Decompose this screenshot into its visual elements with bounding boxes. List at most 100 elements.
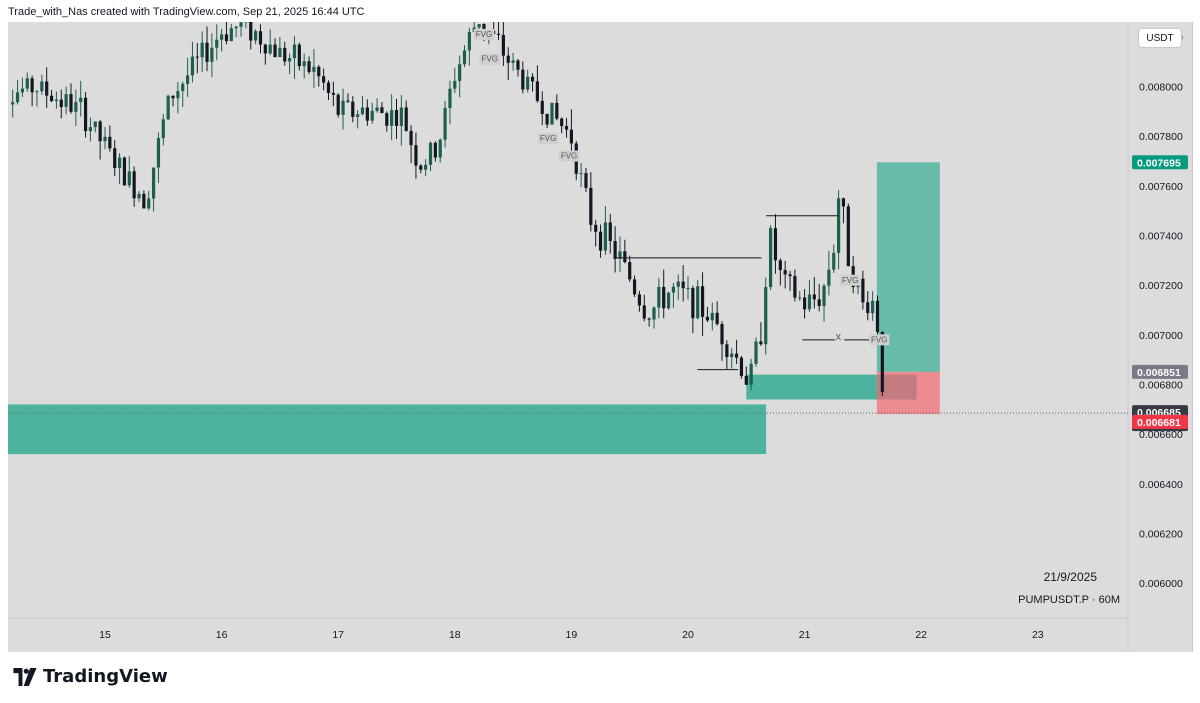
candle-body <box>744 375 748 385</box>
candle-body <box>822 285 826 307</box>
candle-body <box>351 101 355 117</box>
currency-selector-button[interactable]: USDT <box>1138 28 1182 48</box>
candle-body <box>623 251 627 263</box>
candle-body <box>317 66 321 77</box>
y-tick-label: 0.007600 <box>1139 181 1183 193</box>
candle-body <box>263 44 267 54</box>
fvg-label-bg <box>868 334 890 346</box>
candle-body <box>662 286 666 309</box>
candle-body <box>220 34 224 40</box>
candle-body <box>176 91 180 99</box>
candle-body <box>137 193 141 199</box>
candle-body <box>734 353 739 358</box>
candle-body <box>594 224 598 232</box>
candle-body <box>846 206 850 267</box>
candle-body <box>691 288 695 319</box>
candle-body <box>880 331 884 393</box>
candle-body <box>268 44 272 54</box>
y-tick-label: 0.007400 <box>1139 231 1183 243</box>
candle-body <box>632 279 637 295</box>
candle-body <box>560 118 564 127</box>
x-tick-label: 21 <box>799 629 811 641</box>
y-tick-label: 0.008000 <box>1139 82 1183 94</box>
y-tick-label: 0.006600 <box>1139 429 1183 441</box>
candle-body <box>288 58 292 62</box>
demand-zone <box>8 404 767 455</box>
candle-body <box>710 312 714 321</box>
candlestick-chart[interactable]: FVGFVGFVGFVGFVGFVGx0.0082000.0080000.007… <box>8 22 1192 652</box>
candle-body <box>550 102 554 125</box>
tradingview-logo[interactable]: TradingView <box>12 666 168 687</box>
candle-body <box>297 44 301 67</box>
tradingview-logo-icon <box>13 667 37 686</box>
candle-body <box>579 173 583 175</box>
candle-body <box>83 97 88 132</box>
candle-body <box>506 55 510 63</box>
candle-body <box>278 47 282 58</box>
y-tick-label: 0.007800 <box>1139 131 1183 143</box>
candle-body <box>380 107 384 114</box>
candle-body <box>521 69 525 90</box>
candle-body <box>25 78 29 89</box>
candle-body <box>686 288 690 290</box>
candle-body <box>832 252 836 270</box>
candle-body <box>666 292 671 309</box>
x-tick-label: 16 <box>216 629 228 641</box>
chart-area[interactable]: FVGFVGFVGFVGFVGFVGx0.0082000.0080000.007… <box>8 22 1193 652</box>
candle-body <box>234 26 238 29</box>
candle-body <box>424 164 428 170</box>
y-tick-label: 0.006400 <box>1139 479 1183 491</box>
candle-body <box>45 81 49 96</box>
x-tick-label: 19 <box>566 629 578 641</box>
candle-body <box>530 76 535 82</box>
candle-body <box>545 113 549 125</box>
candle-body <box>754 341 758 364</box>
candle-body <box>93 121 97 128</box>
candle-body <box>229 28 233 42</box>
chart-date-label: 21/9/2025 <box>1044 570 1098 584</box>
candle-body <box>603 222 608 251</box>
y-tick-label: 0.007200 <box>1139 280 1183 292</box>
candle-body <box>841 198 846 207</box>
candle-body <box>511 60 515 63</box>
price-label: 0.006851 <box>1137 367 1181 379</box>
candle-body <box>15 92 20 103</box>
candle-body <box>147 198 151 209</box>
candle-body <box>113 148 117 169</box>
candle-body <box>370 110 374 121</box>
candle-body <box>448 88 452 108</box>
candle-body <box>749 363 753 385</box>
candle-body <box>433 142 437 158</box>
candle-body <box>764 287 768 345</box>
candle-body <box>210 47 214 62</box>
candle-body <box>778 260 782 271</box>
candle-body <box>122 157 127 186</box>
candle-body <box>681 281 685 289</box>
candle-body <box>730 353 734 358</box>
price-label: 0.006681 <box>1137 417 1181 429</box>
y-tick-label: 0.006000 <box>1139 578 1183 590</box>
candle-body <box>637 294 642 306</box>
candle-body <box>64 94 68 107</box>
candle-body <box>79 97 83 103</box>
tradingview-wordmark: TradingView <box>43 666 168 687</box>
candle-body <box>827 269 831 286</box>
fvg-label-bg <box>537 133 559 145</box>
fvg-label-bg <box>839 274 861 286</box>
x-tick-label: 23 <box>1032 629 1044 641</box>
candle-body <box>803 297 807 310</box>
candle-body <box>793 276 797 298</box>
candle-body <box>215 39 219 48</box>
candle-body <box>156 138 161 168</box>
candle-body <box>871 300 875 314</box>
candle-body <box>375 107 379 111</box>
candle-body <box>292 44 297 59</box>
fvg-label: FVG <box>540 134 556 143</box>
candle-body <box>555 102 559 119</box>
candle-body <box>642 305 646 319</box>
candle-body <box>807 294 812 310</box>
candle-body <box>598 231 603 251</box>
candle-body <box>385 113 389 126</box>
candle-body <box>11 102 15 105</box>
candle-body <box>399 107 403 126</box>
